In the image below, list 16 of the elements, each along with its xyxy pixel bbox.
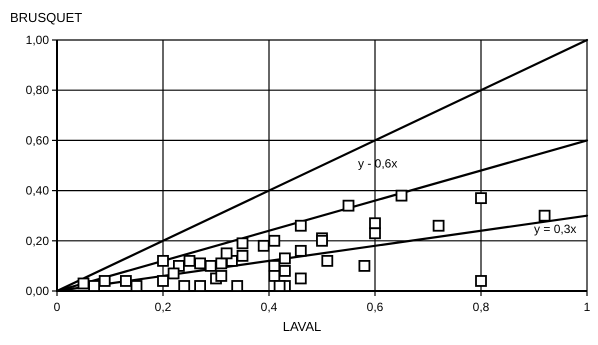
x-tick-label: 0,6 bbox=[366, 300, 384, 314]
x-tick-label: 0 bbox=[54, 300, 61, 314]
x-tick-label: 0,2 bbox=[154, 300, 172, 314]
y-tick-label: 0,60 bbox=[26, 133, 50, 148]
x-tick-label: 0,8 bbox=[472, 300, 490, 314]
y-tick-label: 0,20 bbox=[26, 234, 50, 248]
series-label: y - 0,6x bbox=[358, 156, 398, 171]
y-tick-label: 0,00 bbox=[26, 284, 50, 298]
x-axis-title: LAVAL bbox=[282, 319, 322, 334]
y-tick-label: 0,80 bbox=[26, 83, 50, 98]
series-label: y = 0,3x bbox=[534, 222, 576, 236]
x-tick-label: 1 bbox=[584, 300, 591, 314]
y-axis-title: BRUSQUET bbox=[10, 10, 82, 25]
x-tick-label: 0,4 bbox=[260, 300, 278, 314]
y-tick-label: 1,00 bbox=[26, 33, 50, 47]
y-tick-label: 0,40 bbox=[26, 184, 50, 198]
